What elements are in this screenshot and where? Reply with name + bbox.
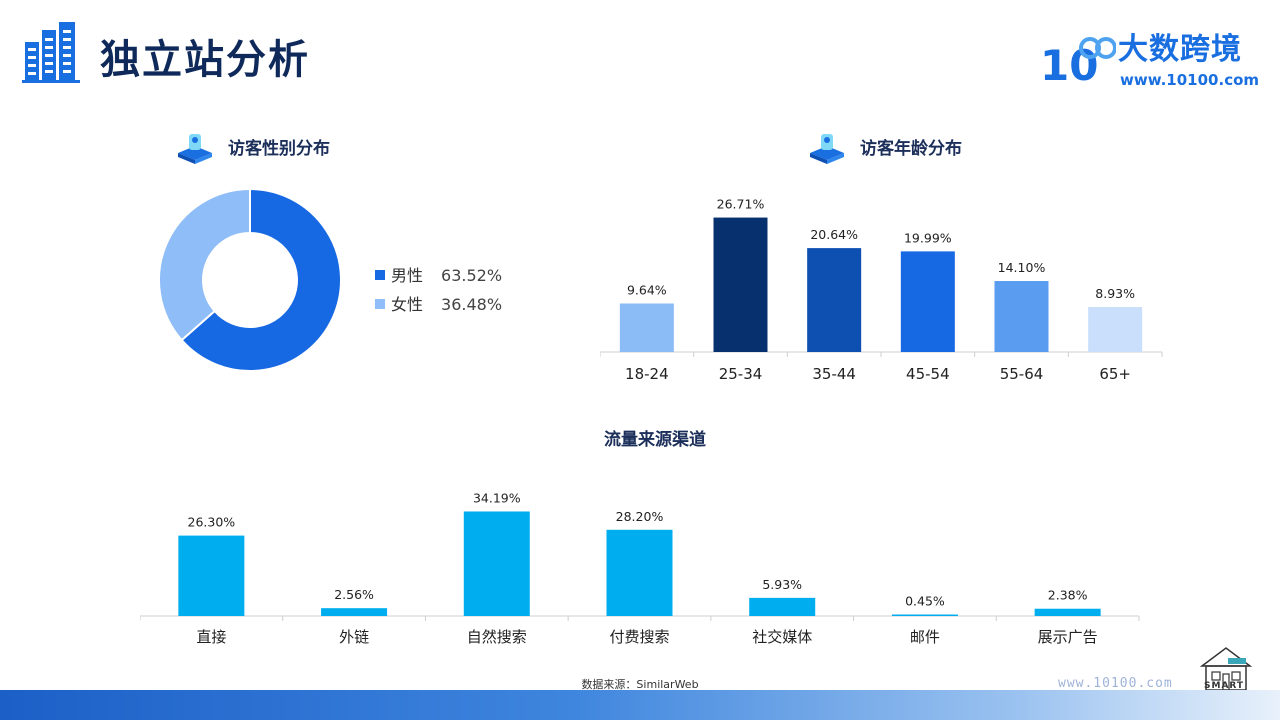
footer-bar [0,690,1280,720]
bar-社交媒体 [749,597,816,616]
x-tick-label: 社交媒体 [752,628,812,646]
data-label: 2.38% [1048,588,1088,603]
legend-value-male: 63.52% [441,266,503,285]
data-label: 0.45% [905,594,945,609]
x-tick-label: 18-24 [625,365,669,383]
x-tick-label: 45-54 [906,365,950,383]
page-title: 独立站分析 [100,37,310,83]
legend-swatch-female [375,298,385,309]
data-label: 28.20% [616,509,664,524]
bar-45-54 [900,251,955,352]
building-icon [22,22,80,83]
bar-邮件 [891,614,958,616]
age-bar-chart: 9.64% 18-24 26.71% 25-34 20.64% 35-44 19.99% 45… [600,197,1163,383]
data-label: 5.93% [762,577,802,592]
legend-item-male: 男性 63.52% [375,265,502,287]
age-section-title: 访客年龄分布 [860,139,962,159]
server-cube-icon [810,134,844,164]
brand-logo: 10 大数跨境 www.10100.com [1040,30,1260,94]
legend-item-female: 女性 36.48% [375,294,502,316]
logo-name: 大数跨境 [1118,32,1242,67]
bar-25-34 [713,217,768,352]
data-source: 数据来源：SimilarWeb [581,678,699,691]
x-tick-label: 25-34 [719,365,763,383]
gender-donut-chart [158,187,342,372]
footer-url: www.10100.com [1058,676,1173,691]
x-tick-label: 35-44 [812,365,856,383]
legend-value-female: 36.48% [441,295,503,314]
bar-自然搜索 [463,511,530,616]
data-label: 14.10% [998,260,1046,275]
logo-url: www.10100.com [1120,71,1260,89]
legend-label-female: 女性 [391,295,424,314]
data-label: 26.71% [717,197,765,212]
x-tick-label: 直接 [196,628,226,646]
data-label: 8.93% [1095,286,1135,301]
donut-slice-female [158,187,251,342]
bar-付费搜索 [606,529,673,616]
bar-35-44 [807,248,862,352]
bar-外链 [321,608,388,616]
gender-section-title: 访客性别分布 [228,139,330,159]
smart-badge: SMART [1204,681,1245,691]
x-tick-label: 展示广告 [1038,628,1098,646]
x-tick-label: 外链 [339,628,369,646]
server-cube-icon [178,134,212,164]
data-label: 19.99% [904,230,952,245]
data-label: 34.19% [473,490,521,505]
x-tick-label: 自然搜索 [467,628,527,646]
data-label: 20.64% [810,227,858,242]
bar-直接 [178,535,245,616]
traffic-bar-chart: 26.30% 直接 2.56% 外链 34.19% 自然搜索 28.20% 付费搜索 5.93%… [140,490,1140,646]
data-label: 26.30% [188,515,236,530]
donut-slice-male [180,187,342,372]
bar-65+ [1088,307,1143,352]
x-tick-label: 65+ [1099,365,1131,383]
bar-55-64 [994,281,1049,352]
x-tick-label: 55-64 [1000,365,1044,383]
legend-label-male: 男性 [391,266,424,285]
logo-mark-text: 10 [1040,41,1098,88]
data-label: 2.56% [334,587,374,602]
bar-展示广告 [1034,608,1101,616]
x-tick-label: 付费搜索 [609,628,669,646]
x-tick-label: 邮件 [910,628,940,646]
traffic-section-title: 流量来源渠道 [604,430,706,450]
logo-mark-icon: 10 [1040,37,1116,88]
bar-18-24 [619,303,674,352]
legend-swatch-male [375,269,385,280]
data-label: 9.64% [627,282,667,297]
